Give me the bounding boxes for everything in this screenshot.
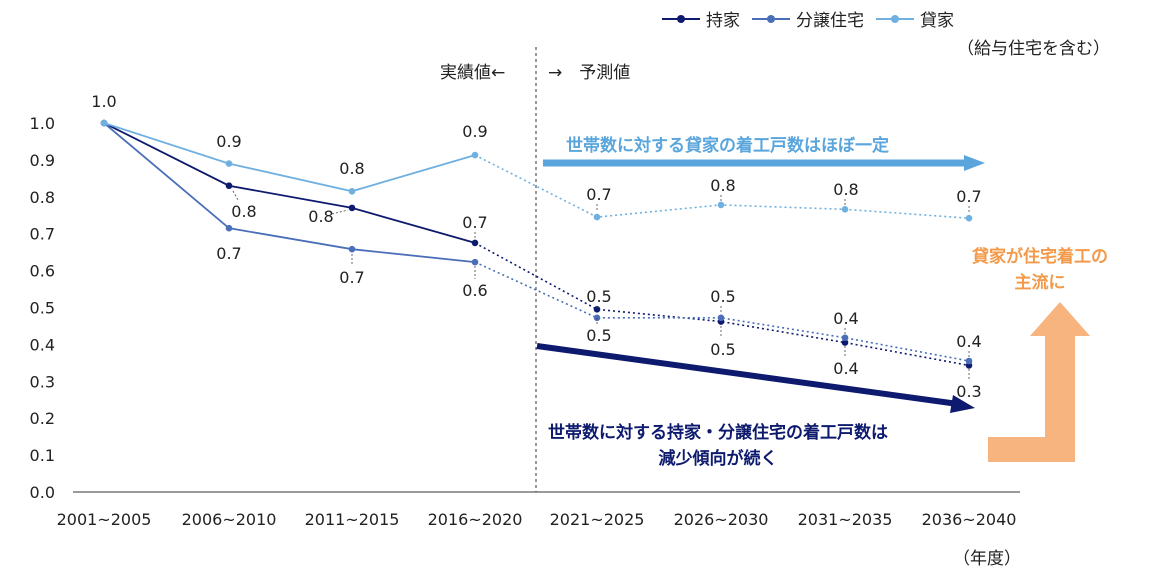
rental-data-point <box>841 206 849 213</box>
rental-data-label: 0.8 <box>710 176 735 195</box>
legend-condo: 分譲住宅 <box>752 6 864 31</box>
x-axis-unit: （年度） <box>953 549 1021 569</box>
condo-data-point <box>348 245 356 253</box>
owned-data-label-leader <box>331 209 349 215</box>
period-forecast-label: → 予測値 <box>548 63 631 83</box>
condo-data-point <box>965 357 973 365</box>
y-tick-label: 0.4 <box>30 335 55 354</box>
owned-data-point <box>225 182 233 190</box>
x-tick-label: 2026~2030 <box>674 510 769 529</box>
owned-trend-line1: 世帯数に対する持家・分譲住宅の着工戸数は <box>548 423 888 443</box>
owned-data-label: 0.7 <box>462 213 487 232</box>
legend-rental: 貸家 <box>876 6 954 31</box>
rental-data-point <box>100 119 108 127</box>
owned-data-label: 0.8 <box>231 202 256 221</box>
rental-series-line-actual <box>103 122 476 193</box>
legend-condo-label: 分譲住宅 <box>796 11 864 31</box>
x-tick-label: 2006~2010 <box>182 510 277 529</box>
x-tick-label: 2016~2020 <box>428 510 523 529</box>
condo-data-label: 0.7 <box>216 244 241 263</box>
owned-data-label: 0.8 <box>308 207 333 226</box>
legend-rental-swatch <box>876 14 914 23</box>
condo-data-label: 0.5 <box>586 326 611 345</box>
y-tick-label: 0.2 <box>30 409 55 428</box>
rental-data-label: 0.9 <box>462 122 487 141</box>
x-tick-label: 2031~2035 <box>798 510 893 529</box>
y-tick-label: 0.1 <box>30 446 55 465</box>
rental-data-point <box>593 213 601 221</box>
y-tick-label: 0.0 <box>30 483 55 502</box>
y-tick-label: 0.3 <box>30 372 55 391</box>
rental-data-label: 0.9 <box>216 132 241 151</box>
condo-data-point <box>841 334 849 342</box>
condo-data-label: 0.6 <box>462 281 487 300</box>
legend-condo-swatch <box>752 14 790 23</box>
rental-data-point <box>471 151 479 159</box>
owned-data-label: 0.3 <box>956 382 981 401</box>
owned-data-label: 0.5 <box>710 287 735 306</box>
y-tick-label: 0.6 <box>30 262 55 281</box>
rental-data-label: 0.7 <box>586 185 611 204</box>
rental-trend-annotation: 世帯数に対する貸家の着工戸数はほぼ一定 <box>566 136 889 156</box>
data-label-start: 1.0 <box>91 92 116 111</box>
condo-data-point <box>225 224 233 232</box>
condo-data-label: 0.4 <box>956 332 981 351</box>
condo-data-label: 0.5 <box>710 340 735 359</box>
condo-series-line-actual <box>103 122 476 264</box>
legend-owned-swatch <box>662 14 700 23</box>
legend-owned: 持家 <box>662 6 740 31</box>
rental-data-point <box>225 160 233 167</box>
condo-data-point <box>471 258 479 266</box>
owned-data-label: 0.5 <box>586 287 611 306</box>
mainstream-line2: 主流に <box>1014 273 1066 293</box>
y-tick-label: 1.0 <box>30 114 55 133</box>
rental-data-label: 0.8 <box>833 180 858 199</box>
x-tick-label: 2036~2040 <box>922 510 1017 529</box>
owned-trend-line2: 減少傾向が続く <box>658 449 778 469</box>
owned-data-label-leader <box>232 190 239 201</box>
y-tick-label: 0.7 <box>30 225 55 244</box>
legend-rental-label: 貸家 <box>920 11 954 31</box>
owned-trend-arrow-shaft <box>536 343 959 407</box>
mainstream-annotation: 貸家が住宅着工の 主流に <box>972 244 1108 296</box>
rental-data-point <box>717 201 725 209</box>
y-tick-label: 0.8 <box>30 188 55 207</box>
condo-data-point <box>717 314 725 322</box>
legend-rental-note: （給与住宅を含む） <box>957 39 1110 59</box>
rental-data-label: 0.8 <box>339 159 364 178</box>
owned-trend-annotation: 世帯数に対する持家・分譲住宅の着工戸数は 減少傾向が続く <box>548 420 888 472</box>
condo-data-label: 0.4 <box>833 359 858 378</box>
legend-owned-label: 持家 <box>706 11 740 31</box>
owned-data-point <box>593 306 601 313</box>
rental-data-point <box>965 214 973 222</box>
owned-data-point <box>841 339 849 346</box>
period-actual-label: 実績値← <box>440 63 506 83</box>
mainstream-up-arrow <box>988 302 1090 462</box>
owned-data-point <box>348 204 356 212</box>
x-tick-label: 2001~2005 <box>57 510 152 529</box>
owned-trend-arrow-head <box>950 395 975 413</box>
legend: 持家 分譲住宅 貸家 <box>662 6 954 31</box>
owned-series-line-forecast <box>474 242 970 367</box>
mainstream-line1: 貸家が住宅着工の <box>972 247 1108 267</box>
x-tick-label: 2011~2015 <box>305 510 400 529</box>
condo-series-line-forecast <box>474 261 970 362</box>
rental-data-label: 0.7 <box>956 187 981 206</box>
x-tick-label: 2021~2025 <box>550 510 645 529</box>
condo-data-label: 0.7 <box>339 268 364 287</box>
owned-data-point <box>471 239 479 247</box>
owned-series-line-actual <box>103 122 476 244</box>
rental-data-point <box>348 187 356 195</box>
rental-trend-arrow-head <box>964 155 985 171</box>
y-tick-label: 0.9 <box>30 151 55 170</box>
y-tick-label: 0.5 <box>30 299 55 318</box>
condo-data-point <box>593 314 601 322</box>
owned-data-label: 0.4 <box>833 309 858 328</box>
